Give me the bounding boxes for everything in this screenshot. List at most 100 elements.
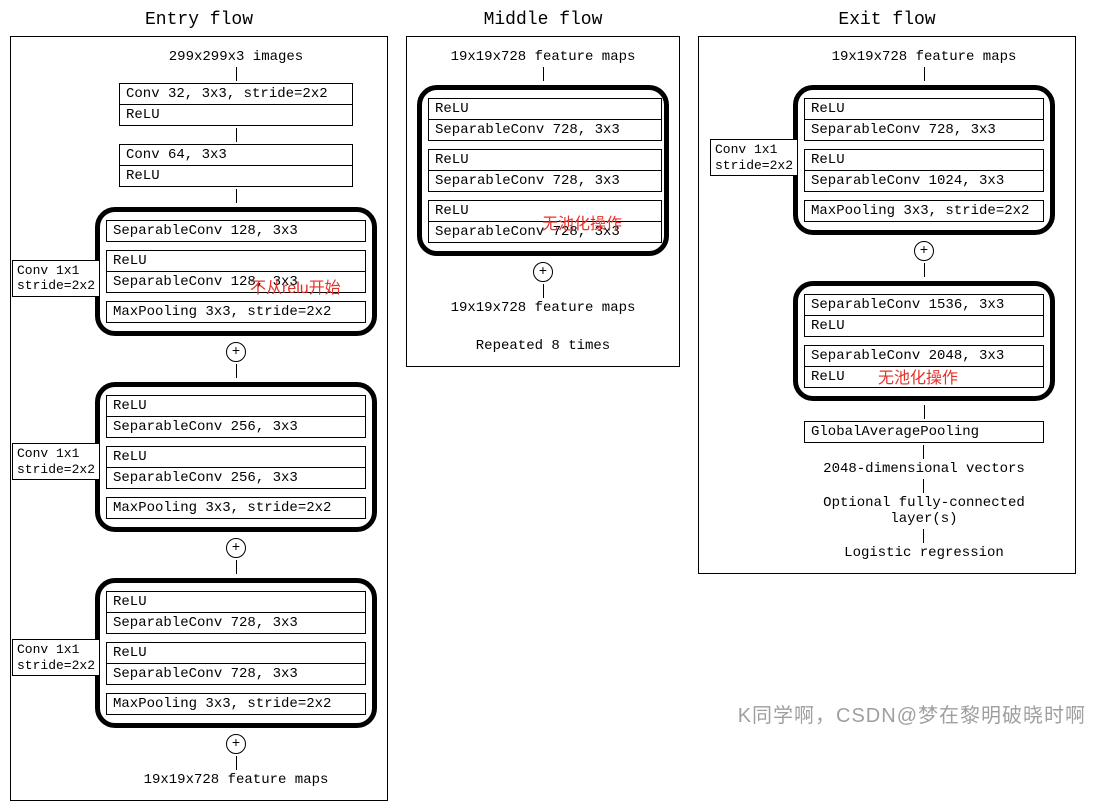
layer: SeparableConv 728, 3x3: [428, 222, 662, 243]
layer: MaxPooling 3x3, stride=2x2: [804, 200, 1044, 222]
layer: SeparableConv 2048, 3x3: [804, 345, 1044, 367]
layer: MaxPooling 3x3, stride=2x2: [106, 693, 366, 715]
layer: ReLU: [106, 446, 366, 468]
connector: [543, 67, 544, 81]
layer-stack: ReLUSeparableConv 728, 3x3: [804, 98, 1044, 141]
layer: SeparableConv 728, 3x3: [106, 613, 366, 634]
layer: SeparableConv 256, 3x3: [106, 468, 366, 489]
layer: SeparableConv 728, 3x3: [804, 120, 1044, 141]
connector: [236, 756, 237, 770]
layer-stack: ReLUSeparableConv 128, 3x3: [106, 250, 366, 293]
connector: [924, 405, 925, 419]
entry-pre-a: Conv 32, 3x3, stride=2x2 ReLU: [119, 83, 353, 126]
connector: [923, 479, 924, 493]
layer-stack: MaxPooling 3x3, stride=2x2: [106, 497, 366, 519]
exit-block1: Conv 1x1 stride=2x2ReLUSeparableConv 728…: [793, 85, 1055, 235]
layer: ReLU: [804, 367, 1044, 388]
layer-stack: MaxPooling 3x3, stride=2x2: [804, 200, 1044, 222]
layer-stack: SeparableConv 2048, 3x3ReLU: [804, 345, 1044, 388]
layer: SeparableConv 1024, 3x3: [804, 171, 1044, 192]
layer: ReLU: [106, 591, 366, 613]
layer: SeparableConv 728, 3x3: [428, 120, 662, 141]
layer: ReLU: [804, 98, 1044, 120]
watermark: K同学啊，CSDN@梦在黎明破晓时啊: [738, 699, 1086, 728]
layer: SeparableConv 1536, 3x3: [804, 294, 1044, 316]
entry-flow-box: 299x299x3 images Conv 32, 3x3, stride=2x…: [10, 36, 388, 801]
layer-stack: ReLUSeparableConv 728, 3x3: [428, 98, 658, 141]
add-node: +: [226, 342, 246, 362]
layer-stack: ReLUSeparableConv 728, 3x3: [428, 149, 658, 192]
layer: SeparableConv 728, 3x3: [428, 171, 662, 192]
entry-pre-b: Conv 64, 3x3 ReLU: [119, 144, 353, 187]
exit-tail-label: Optional fully-connected layer(s): [823, 495, 1025, 527]
layer: ReLU: [804, 316, 1044, 337]
layer: SeparableConv 256, 3x3: [106, 417, 366, 438]
exit-block2: SeparableConv 1536, 3x3ReLUSeparableConv…: [793, 281, 1055, 401]
layer-stack: ReLUSeparableConv 728, 3x3: [106, 642, 366, 685]
add-node: +: [226, 538, 246, 558]
layer-stack: MaxPooling 3x3, stride=2x2: [106, 301, 366, 323]
connector: [236, 128, 237, 142]
layer: MaxPooling 3x3, stride=2x2: [106, 301, 366, 323]
layer: ReLU: [106, 395, 366, 417]
entry-block: Conv 1x1 stride=2x2ReLUSeparableConv 256…: [95, 382, 377, 532]
layer: ReLU: [119, 105, 353, 126]
exit-tail-label: 2048-dimensional vectors: [823, 461, 1025, 477]
connector: [924, 263, 925, 277]
entry-title: Entry flow: [145, 10, 253, 30]
skip-conv-label: Conv 1x1 stride=2x2: [12, 443, 100, 480]
layer: GlobalAveragePooling: [804, 421, 1044, 443]
entry-block: Conv 1x1 stride=2x2ReLUSeparableConv 728…: [95, 578, 377, 728]
layer: SeparableConv 128, 3x3: [106, 272, 366, 293]
skip-conv-label: Conv 1x1 stride=2x2: [710, 139, 798, 176]
exit-flow-column: Exit flow 19x19x728 feature maps Conv 1x…: [698, 10, 1076, 574]
add-node: +: [533, 262, 553, 282]
exit-input-label: 19x19x728 feature maps: [832, 49, 1017, 65]
entry-output-label: 19x19x728 feature maps: [144, 772, 329, 788]
middle-output-label: 19x19x728 feature maps: [451, 300, 636, 316]
connector: [543, 284, 544, 298]
layer: ReLU: [106, 642, 366, 664]
diagram-columns: Entry flow 299x299x3 images Conv 32, 3x3…: [10, 10, 1096, 801]
middle-flow-box: 19x19x728 feature maps ReLUSeparableConv…: [406, 36, 680, 367]
middle-title: Middle flow: [484, 10, 603, 30]
middle-input-label: 19x19x728 feature maps: [451, 49, 636, 65]
middle-repeat-label: Repeated 8 times: [476, 338, 610, 354]
layer: MaxPooling 3x3, stride=2x2: [106, 497, 366, 519]
layer: ReLU: [428, 149, 662, 171]
layer: ReLU: [428, 200, 662, 222]
layer-stack: ReLUSeparableConv 1024, 3x3: [804, 149, 1044, 192]
exit-tail: 2048-dimensional vectors Optional fully-c…: [823, 445, 1025, 563]
entry-block: Conv 1x1 stride=2x2SeparableConv 128, 3x…: [95, 207, 377, 336]
connector: [924, 67, 925, 81]
skip-conv-label: Conv 1x1 stride=2x2: [12, 260, 100, 297]
entry-input-label: 299x299x3 images: [169, 49, 303, 65]
middle-block: ReLUSeparableConv 728, 3x3ReLUSeparableC…: [417, 85, 669, 256]
layer: SeparableConv 128, 3x3: [106, 220, 366, 242]
layer-stack: ReLUSeparableConv 728, 3x3: [106, 591, 366, 634]
layer-stack: ReLUSeparableConv 728, 3x3: [428, 200, 658, 243]
connector: [236, 560, 237, 574]
layer-stack: ReLUSeparableConv 256, 3x3: [106, 395, 366, 438]
layer: Conv 64, 3x3: [119, 144, 353, 166]
layer-stack: SeparableConv 128, 3x3: [106, 220, 366, 242]
layer: SeparableConv 728, 3x3: [106, 664, 366, 685]
layer: ReLU: [428, 98, 662, 120]
connector: [923, 529, 924, 543]
connector: [236, 364, 237, 378]
layer: ReLU: [804, 149, 1044, 171]
layer-stack: ReLUSeparableConv 256, 3x3: [106, 446, 366, 489]
entry-flow-column: Entry flow 299x299x3 images Conv 32, 3x3…: [10, 10, 388, 801]
layer: ReLU: [106, 250, 366, 272]
exit-tail-label: Logistic regression: [844, 545, 1004, 561]
layer-stack: SeparableConv 1536, 3x3ReLU: [804, 294, 1044, 337]
add-node: +: [226, 734, 246, 754]
connector: [923, 445, 924, 459]
layer: Conv 32, 3x3, stride=2x2: [119, 83, 353, 105]
exit-after: GlobalAveragePooling: [804, 421, 1044, 443]
connector: [236, 189, 237, 203]
layer: ReLU: [119, 166, 353, 187]
skip-conv-label: Conv 1x1 stride=2x2: [12, 639, 100, 676]
entry-blocks: Conv 1x1 stride=2x2SeparableConv 128, 3x…: [91, 203, 381, 770]
layer-stack: MaxPooling 3x3, stride=2x2: [106, 693, 366, 715]
